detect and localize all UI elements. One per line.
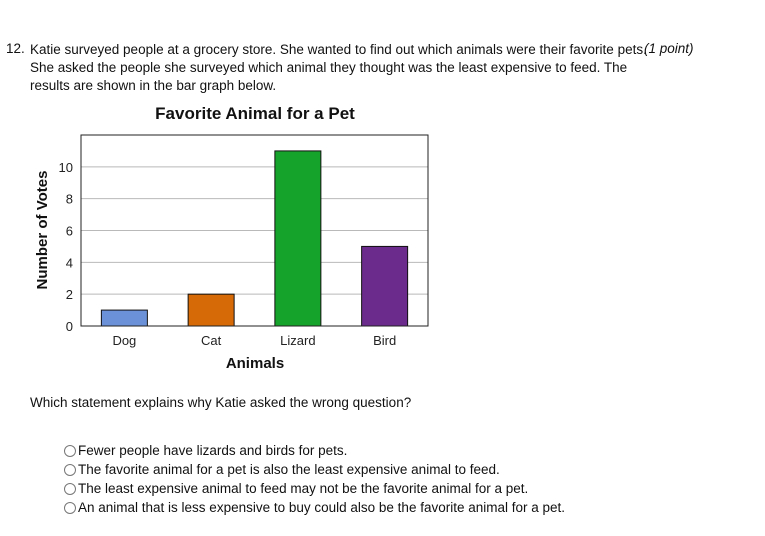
x-tick-label: Bird (373, 333, 396, 348)
answer-option-label: The favorite animal for a pet is also th… (78, 462, 500, 477)
bar-lizard (274, 150, 322, 327)
bar-cat (187, 293, 235, 327)
bar-bird (361, 245, 409, 327)
answer-option-d[interactable]: An animal that is less expensive to buy … (64, 498, 565, 517)
question-line: She asked the people she surveyed which … (30, 60, 628, 75)
question-line: results are shown in the bar graph below… (30, 78, 277, 93)
question-prompt: Which statement explains why Katie asked… (30, 395, 412, 410)
y-tick-label: 10 (59, 160, 73, 175)
answer-option-a[interactable]: Fewer people have lizards and birds for … (64, 441, 565, 460)
x-tick-label: Lizard (280, 333, 315, 348)
question-line: Katie surveyed people at a grocery store… (30, 42, 647, 57)
y-tick-label: 6 (66, 224, 73, 239)
y-axis-label: Number of Votes (34, 171, 51, 290)
x-tick-label: Dog (112, 333, 136, 348)
question-points: (1 point) (644, 41, 694, 56)
answer-option-label: Fewer people have lizards and birds for … (78, 443, 348, 458)
y-tick-label: 8 (66, 192, 73, 207)
bar-chart: Favorite Animal for a Pet 0 2 4 6 8 10 Dog Cat Li… (20, 100, 450, 380)
y-tick-label: 0 (66, 319, 73, 334)
x-tick-label: Cat (201, 333, 222, 348)
x-axis-label: Animals (226, 355, 284, 372)
chart-title: Favorite Animal for a Pet (155, 104, 355, 123)
answer-option-label: An animal that is less expensive to buy … (78, 500, 566, 515)
radio-button-icon[interactable] (64, 463, 76, 476)
answer-options: Fewer people have lizards and birds for … (64, 441, 565, 517)
question-text: Katie surveyed people at a grocery store… (30, 41, 647, 95)
bar-dog (100, 309, 148, 327)
answer-option-b[interactable]: The favorite animal for a pet is also th… (64, 460, 565, 479)
question-number: 12. (6, 41, 25, 56)
plot-frame (80, 134, 429, 327)
answer-option-label: The least expensive animal to feed may n… (78, 481, 529, 496)
y-tick-label: 2 (66, 287, 73, 302)
y-tick-label: 4 (66, 255, 73, 270)
answer-option-c[interactable]: The least expensive animal to feed may n… (64, 479, 565, 498)
bar-chart-svg: Favorite Animal for a Pet 0 2 4 6 8 10 Dog Cat Li… (34, 104, 429, 372)
radio-button-icon[interactable] (64, 444, 76, 457)
radio-button-icon[interactable] (64, 501, 76, 514)
radio-button-icon[interactable] (64, 482, 76, 495)
